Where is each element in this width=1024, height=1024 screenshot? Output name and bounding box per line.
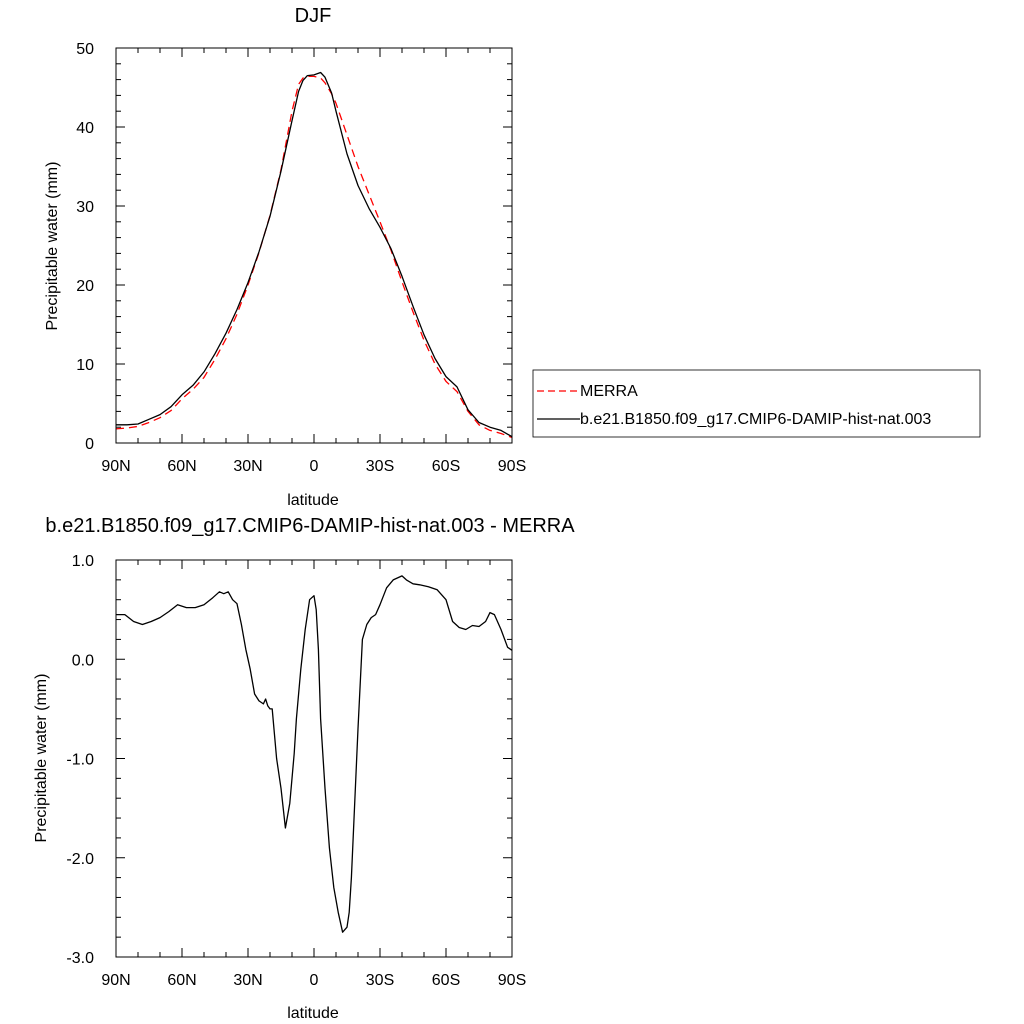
top-plot-lines xyxy=(115,71,513,439)
top-y-tick-label: 0 xyxy=(85,436,94,453)
top-ticks: 90N 60N 30N 0 30S 60S 90S 0 10 20 30 40 50 xyxy=(76,41,526,475)
top-panel: DJF 90N 60N 30N 0 30S 60S 90S 0 10 20 30 40 50 latit… xyxy=(44,5,526,509)
top-x-tick-label: 30S xyxy=(366,458,394,475)
top-x-tick-label: 90S xyxy=(498,458,526,475)
top-y-tick-label: 50 xyxy=(76,41,94,58)
top-y-tick-label: 10 xyxy=(76,357,94,374)
top-x-tick-label: 30N xyxy=(233,458,262,475)
legend-label-model: b.e21.B1850.f09_g17.CMIP6-DAMIP-hist-nat… xyxy=(580,411,931,428)
bottom-x-tick-label: 0 xyxy=(310,972,319,989)
top-series-line-0 xyxy=(115,75,513,439)
bottom-y-tick-label: -2.0 xyxy=(66,851,94,868)
bottom-x-tick-label: 30N xyxy=(233,972,262,989)
top-y-tick-label: 20 xyxy=(76,278,94,295)
bottom-x-tick-label: 90N xyxy=(101,972,130,989)
top-x-tick-label: 60S xyxy=(432,458,460,475)
legend-label-merra: MERRA xyxy=(580,383,638,400)
top-y-tick-label: 30 xyxy=(76,199,94,216)
bottom-x-tick-label: 90S xyxy=(498,972,526,989)
bottom-y-tick-label: 1.0 xyxy=(72,553,94,570)
top-y-axis-label: Precipitable water (mm) xyxy=(44,162,61,331)
bottom-plot-lines xyxy=(116,575,513,933)
bottom-y-tick-label: -1.0 xyxy=(66,752,94,769)
bottom-ticks: 90N 60N 30N 0 30S 60S 90S 1.0 0.0 -1.0 -2.0 -3.0 xyxy=(66,553,526,989)
top-x-axis-label: latitude xyxy=(287,492,339,509)
bottom-panel: b.e21.B1850.f09_g17.CMIP6-DAMIP-hist-nat… xyxy=(33,515,575,1022)
bottom-y-tick-label: 0.0 xyxy=(72,652,94,669)
top-x-tick-label: 90N xyxy=(101,458,130,475)
bottom-series-line-0 xyxy=(116,575,513,933)
top-plot-frame xyxy=(115,47,513,444)
top-chart-title: DJF xyxy=(295,5,332,27)
bottom-y-tick-label: -3.0 xyxy=(66,950,94,967)
top-series-line-1 xyxy=(116,71,513,438)
top-y-tick-label: 40 xyxy=(76,120,94,137)
bottom-chart-title: b.e21.B1850.f09_g17.CMIP6-DAMIP-hist-nat… xyxy=(45,515,575,537)
bottom-x-tick-label: 30S xyxy=(366,972,394,989)
bottom-x-axis-label: latitude xyxy=(287,1005,339,1022)
bottom-x-tick-label: 60S xyxy=(432,972,460,989)
top-x-tick-label: 0 xyxy=(310,458,319,475)
legend-box xyxy=(532,369,981,438)
bottom-x-tick-label: 60N xyxy=(167,972,196,989)
bottom-y-axis-label: Precipitable water (mm) xyxy=(33,674,50,843)
top-x-tick-label: 60N xyxy=(167,458,196,475)
legend: MERRA b.e21.B1850.f09_g17.CMIP6-DAMIP-hi… xyxy=(532,369,981,438)
